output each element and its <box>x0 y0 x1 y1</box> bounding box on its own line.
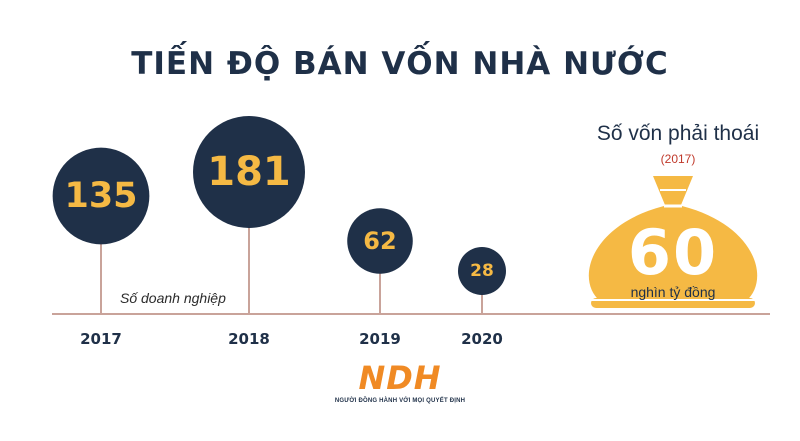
series-label: Số doanh nghiệp <box>120 290 226 306</box>
year-label: 2020 <box>461 330 503 348</box>
bag-title: Số vốn phải thoái <box>596 122 760 145</box>
money-bag-icon <box>588 176 758 308</box>
bubble-2017 <box>52 147 150 245</box>
bubble-value-label: 62 <box>363 227 396 255</box>
bag-value: 60 <box>627 216 719 289</box>
bubble-2018 <box>193 116 305 228</box>
bubble-2019 <box>347 208 413 274</box>
bubble-value-label: 28 <box>470 261 494 281</box>
bubble-value-label: 135 <box>64 176 137 216</box>
year-label: 2017 <box>80 330 122 348</box>
year-label: 2018 <box>228 330 270 348</box>
bag-subtitle: (2017) <box>660 152 696 166</box>
bag-unit: nghìn tỷ đồng <box>630 284 716 300</box>
logo-tagline: NGƯỜI ĐỒNG HÀNH VỚI MỌI QUYẾT ĐỊNH <box>334 398 466 404</box>
page-title: TIẾN ĐỘ BÁN VỐN NHÀ NƯỚC <box>131 46 669 82</box>
ndh-logo: NDH <box>358 359 442 397</box>
bubble-2020 <box>458 247 506 295</box>
bubble-value-label: 181 <box>207 149 291 195</box>
year-label: 2019 <box>359 330 401 348</box>
